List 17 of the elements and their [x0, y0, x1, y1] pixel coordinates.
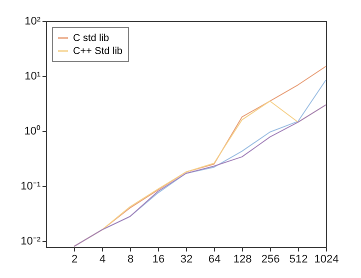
x-tick-label: 64: [208, 254, 221, 266]
y-tick-label: 10⁻²: [20, 236, 41, 248]
legend-label: C std lib: [73, 33, 110, 44]
x-tick-label: 256: [261, 254, 280, 266]
x-tick-label: 32: [180, 254, 193, 266]
x-tick-label: 128: [233, 254, 252, 266]
x-tick-label: 16: [152, 254, 165, 266]
x-tick-label: 8: [127, 254, 134, 266]
x-tick-label: 4: [99, 254, 106, 266]
y-tick-label: 10¹: [24, 70, 41, 83]
y-tick-label: 10⁻¹: [20, 180, 41, 193]
legend-label: C++ Std lib: [73, 46, 123, 57]
y-tick-label: 10²: [24, 16, 41, 28]
x-tick-label: 512: [289, 254, 308, 266]
y-tick-label: 10⁰: [24, 124, 40, 138]
x-tick-label: 2: [71, 254, 78, 266]
x-tick-label: 1024: [314, 254, 339, 266]
